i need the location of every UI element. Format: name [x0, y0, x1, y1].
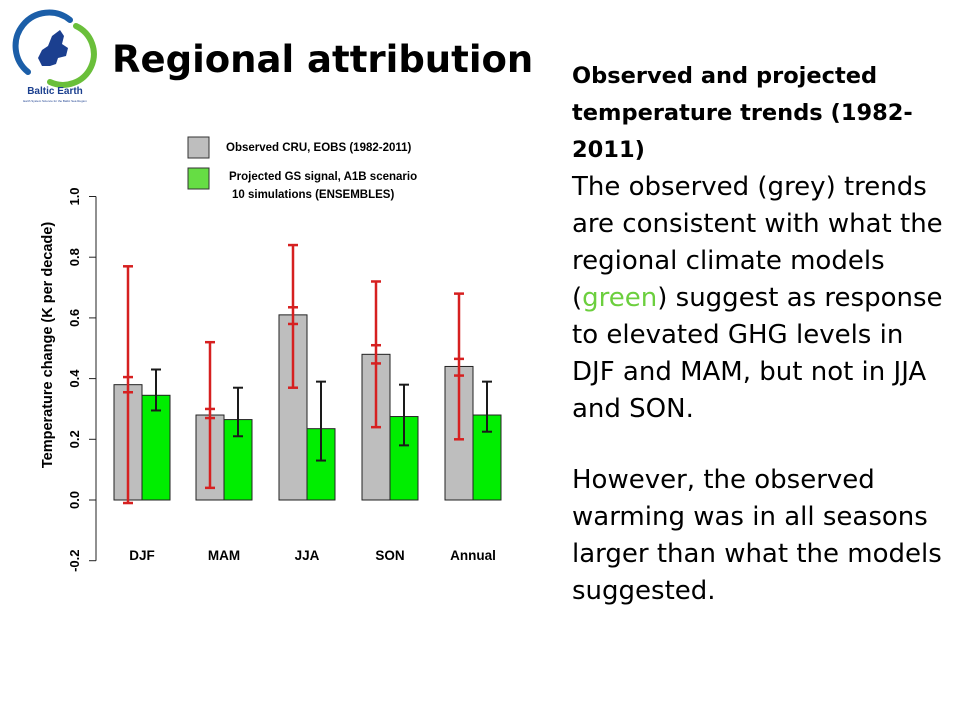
projected-bar-Annual	[472, 414, 502, 501]
projected-bar-SON	[389, 416, 419, 501]
logo-ring-green	[47, 23, 97, 88]
x-label-MAM: MAM	[208, 548, 240, 563]
baltic-earth-logo: Baltic Earth Earth System Science for th…	[12, 9, 97, 103]
legend-swatch-projected	[187, 167, 210, 190]
green-word: green	[582, 283, 658, 313]
legend-label-projected-line-2: 10 simulations (ENSEMBLES)	[232, 189, 394, 201]
description-panel: Observed and projected temperature trend…	[572, 58, 944, 610]
legend-label-observed: Observed CRU, EOBS (1982-2011)	[226, 142, 412, 154]
y-tick-label: 0.2	[67, 430, 82, 448]
x-label-Annual: Annual	[450, 548, 496, 563]
logo-name: Baltic Earth	[27, 86, 83, 97]
y-tick-label: -0.2	[67, 549, 82, 571]
x-label-SON: SON	[375, 548, 404, 563]
chart-legend: Observed CRU, EOBS (1982-2011) Projected …	[187, 136, 417, 201]
x-label-DJF: DJF	[129, 548, 155, 563]
description-paragraph-1: The observed (grey) trends are consisten…	[572, 169, 944, 428]
y-tick-label: 0.0	[67, 491, 82, 509]
logo-baltic-map	[38, 30, 68, 66]
y-tick-label: 0.6	[67, 309, 82, 327]
temperature-trend-chart: Observed CRU, EOBS (1982-2011) Projected …	[40, 136, 502, 572]
chart-bars	[113, 314, 502, 501]
chart-error-bars	[123, 243, 492, 505]
legend-swatch-observed	[187, 136, 210, 159]
logo-tagline: Earth System Science for the Baltic Sea …	[23, 99, 87, 103]
legend-label-projected-line-1: Projected GS signal, A1B scenario	[229, 171, 417, 183]
description-heading: Observed and projected temperature trend…	[572, 63, 913, 163]
slide-title: Regional attribution	[112, 38, 534, 81]
paragraph-1-end: ) suggest as response to elevated GHG le…	[572, 283, 943, 424]
y-tick-label: 1.0	[67, 187, 82, 205]
y-tick-label: 0.4	[67, 369, 82, 388]
paragraph-1-start: The observed (grey) trends are consisten…	[572, 172, 943, 313]
y-axis: 1.0 0.8 0.6 0.4 0.2 0.0 -0.2	[67, 187, 97, 572]
x-axis-labels: DJF MAM JJA SON Annual	[129, 548, 496, 563]
y-axis-label: Temperature change (K per decade)	[40, 222, 56, 468]
logo-ring-blue	[12, 9, 73, 75]
x-label-JJA: JJA	[295, 548, 320, 563]
description-paragraph-2: However, the observed warming was in all…	[572, 465, 942, 606]
y-tick-label: 0.8	[67, 248, 82, 266]
